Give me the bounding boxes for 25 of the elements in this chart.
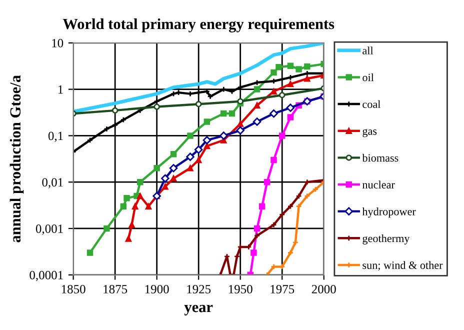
legend-label: hydropower bbox=[362, 207, 416, 218]
x-tick-label: 1875 bbox=[104, 284, 128, 294]
x-tick-label: 1925 bbox=[187, 285, 211, 294]
legend-label: sun; wind & other bbox=[362, 261, 443, 271]
chart-title: World total primary energy requirements bbox=[62, 18, 334, 32]
legend-label: gas bbox=[362, 129, 377, 138]
y-tick-label: 1 bbox=[58, 85, 63, 94]
x-tick-label: 1900 bbox=[145, 284, 169, 294]
y-tick-label: 0,0001 bbox=[30, 270, 63, 282]
legend-label: all bbox=[362, 46, 374, 54]
x-tick-label: 1850 bbox=[62, 284, 86, 294]
y-axis-title: annual production Gtoe/a bbox=[10, 75, 24, 242]
x-tick-label: 2000 bbox=[312, 284, 336, 294]
y-tick-label: 0,001 bbox=[36, 224, 63, 235]
x-tick-label: 1950 bbox=[228, 284, 252, 294]
legend-label: geothermy bbox=[362, 234, 410, 244]
x-tick-label: 1975 bbox=[270, 285, 294, 294]
legend-label: coal bbox=[362, 100, 380, 108]
y-tick-label: 0,1 bbox=[48, 132, 63, 142]
x-axis-title: year bbox=[184, 304, 213, 316]
legend-label: biomass bbox=[362, 154, 398, 162]
legend-label: nuclear bbox=[362, 180, 395, 189]
legend-label: oil bbox=[362, 73, 374, 82]
y-tick-label: 10 bbox=[52, 38, 64, 48]
y-tick-label: 0,01 bbox=[42, 178, 63, 188]
